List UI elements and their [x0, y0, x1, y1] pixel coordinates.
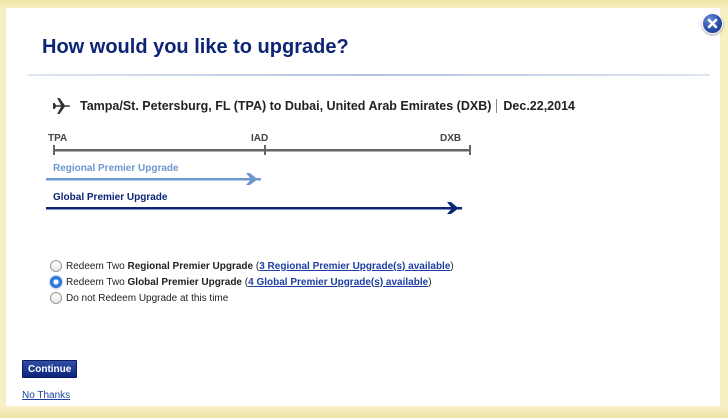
option-prefix: Redeem Two	[66, 260, 128, 272]
segment-code-origin: TPA	[48, 133, 68, 144]
upgrade-options: Redeem Two Regional Premier Upgrade ( 3 …	[50, 258, 454, 306]
option-paren-open: (	[242, 276, 249, 288]
radio-regional-upgrade[interactable]	[50, 260, 62, 272]
route-date: Dec.22,2014	[503, 99, 575, 113]
option-global-upgrade[interactable]: Redeem Two Global Premier Upgrade ( 4 Gl…	[50, 274, 454, 290]
close-icon[interactable]	[702, 13, 723, 34]
option-paren-open: (	[253, 260, 260, 272]
continue-button[interactable]: Continue	[22, 360, 78, 378]
option-prefix: Redeem Two	[66, 276, 128, 288]
option-text: Do not Redeem Upgrade at this time	[66, 292, 229, 304]
option-no-redeem[interactable]: Do not Redeem Upgrade at this time	[50, 290, 454, 306]
route-summary: Tampa/St. Petersburg, FL (TPA) to Dubai,…	[52, 96, 575, 116]
option-name: Global Premier Upgrade	[127, 276, 242, 288]
segment-code-connection: IAD	[251, 133, 269, 144]
option-name: Regional Premier Upgrade	[127, 260, 254, 272]
title-divider	[28, 74, 710, 76]
route-divider	[496, 99, 498, 113]
option-regional-upgrade[interactable]: Redeem Two Regional Premier Upgrade ( 3 …	[50, 258, 454, 274]
global-upgrade-bar	[46, 202, 462, 214]
no-thanks-link[interactable]: No Thanks	[22, 390, 71, 401]
global-availability-link[interactable]: 4 Global Premier Upgrade(s) available	[248, 276, 429, 288]
dialog-title: How would you like to upgrade?	[42, 36, 349, 58]
segment-bar	[53, 145, 471, 155]
global-upgrade-label: Global Premier Upgrade	[53, 192, 168, 203]
upgrade-dialog: How would you like to upgrade? Tampa/St.…	[6, 8, 723, 406]
airplane-icon	[53, 98, 71, 114]
option-paren-close: )	[428, 276, 432, 288]
radio-no-redeem[interactable]	[50, 292, 62, 304]
regional-upgrade-label: Regional Premier Upgrade	[53, 163, 179, 174]
regional-availability-link[interactable]: 3 Regional Premier Upgrade(s) available	[259, 260, 451, 272]
route-text: Tampa/St. Petersburg, FL (TPA) to Dubai,…	[80, 99, 492, 113]
option-paren-close: )	[450, 260, 454, 272]
radio-global-upgrade[interactable]	[50, 276, 62, 288]
regional-upgrade-bar	[46, 173, 261, 185]
backdrop-bottom	[0, 406, 728, 418]
segment-code-destination: DXB	[440, 133, 462, 144]
